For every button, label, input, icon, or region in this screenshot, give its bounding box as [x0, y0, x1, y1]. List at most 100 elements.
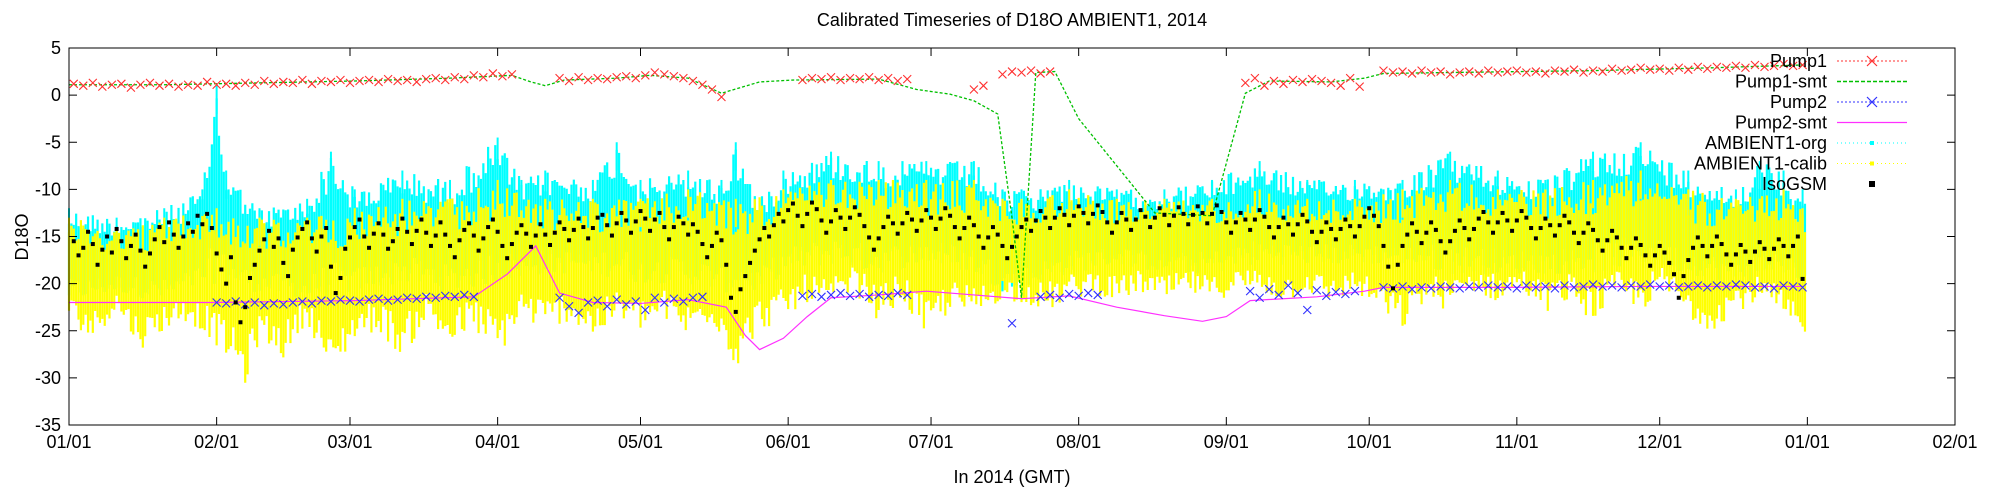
data-point — [1424, 230, 1429, 235]
series-pump1-smt — [69, 64, 1803, 298]
data-point — [1400, 243, 1405, 248]
data-point — [595, 215, 600, 220]
data-point — [1095, 203, 1100, 208]
data-point — [567, 238, 572, 243]
y-tick-label: -20 — [35, 274, 61, 294]
data-point — [326, 297, 336, 306]
data-point — [1417, 283, 1426, 292]
data-point — [271, 244, 276, 249]
data-point — [336, 75, 345, 85]
data-point — [224, 281, 229, 286]
data-point — [498, 71, 507, 81]
data-point — [590, 226, 595, 231]
legend-marker — [1866, 96, 1878, 108]
data-point — [1752, 249, 1757, 254]
data-point — [471, 233, 476, 238]
data-point — [1624, 256, 1629, 261]
data-point — [1464, 67, 1474, 76]
data-point — [1071, 213, 1076, 218]
data-point — [1257, 208, 1262, 213]
data-point — [1548, 223, 1553, 228]
data-point — [221, 299, 231, 308]
data-point — [1343, 217, 1348, 222]
data-point — [419, 217, 424, 222]
data-point — [174, 82, 183, 92]
data-point — [1233, 220, 1238, 225]
legend-label: Pump1 — [1770, 51, 1827, 71]
data-point — [1181, 211, 1186, 216]
data-point — [281, 260, 286, 265]
x-tick-label: 02/01 — [194, 432, 239, 452]
data-point — [1541, 282, 1550, 291]
data-point — [1452, 228, 1457, 233]
legend-item-pump2-smt: Pump2-smt — [1735, 113, 1907, 133]
data-point — [686, 232, 691, 237]
data-point — [669, 71, 679, 81]
data-point — [1229, 230, 1234, 235]
data-point — [528, 244, 533, 249]
data-point — [707, 85, 717, 94]
data-point — [1333, 237, 1338, 242]
data-point — [1676, 295, 1681, 300]
data-point — [843, 226, 848, 231]
data-point — [1224, 220, 1229, 225]
data-point — [336, 295, 345, 305]
data-point — [357, 217, 362, 222]
data-point — [1471, 226, 1476, 231]
data-point — [855, 289, 864, 299]
data-point — [297, 297, 307, 306]
data-point — [1691, 245, 1696, 250]
data-point — [90, 242, 95, 247]
data-point — [1455, 68, 1465, 77]
data-point — [633, 219, 638, 224]
data-point — [981, 245, 986, 250]
data-point — [967, 215, 972, 220]
data-point — [852, 205, 857, 210]
data-point — [952, 225, 957, 230]
data-point — [1305, 219, 1310, 224]
data-point — [914, 228, 919, 233]
data-point — [100, 247, 105, 252]
data-point — [648, 228, 653, 233]
data-point — [195, 213, 200, 218]
series-pump2 — [212, 280, 1807, 328]
data-point — [395, 226, 400, 231]
data-point — [890, 221, 895, 226]
data-point — [262, 237, 267, 242]
data-point — [309, 236, 314, 241]
data-point — [681, 221, 686, 226]
data-point — [845, 73, 855, 83]
data-point — [1674, 63, 1684, 73]
data-point — [605, 223, 610, 228]
data-point — [221, 79, 231, 89]
data-point — [288, 298, 298, 307]
legend-marker — [1870, 161, 1874, 166]
data-point — [1000, 243, 1005, 248]
data-point — [781, 219, 786, 224]
data-point — [909, 217, 914, 222]
data-point — [1655, 282, 1665, 291]
data-point — [1788, 61, 1798, 71]
data-point — [421, 74, 431, 84]
legend-item-pump2: Pump2 — [1770, 92, 1907, 112]
data-point — [1760, 282, 1769, 291]
data-point — [1514, 218, 1519, 223]
data-point — [1252, 217, 1257, 222]
data-point — [1419, 241, 1424, 246]
data-point — [717, 92, 726, 102]
data-point — [564, 301, 574, 311]
data-point — [1579, 68, 1588, 77]
data-point — [1133, 217, 1138, 222]
data-point — [1731, 280, 1741, 289]
data-point — [714, 230, 719, 235]
data-point — [631, 297, 641, 306]
data-point — [1388, 68, 1398, 77]
data-point — [776, 211, 781, 216]
data-point — [1560, 67, 1569, 76]
data-point — [86, 229, 91, 234]
data-point — [1779, 59, 1788, 69]
data-point — [1493, 283, 1503, 292]
data-point — [662, 225, 667, 230]
data-point — [826, 72, 836, 82]
data-point — [902, 290, 912, 300]
